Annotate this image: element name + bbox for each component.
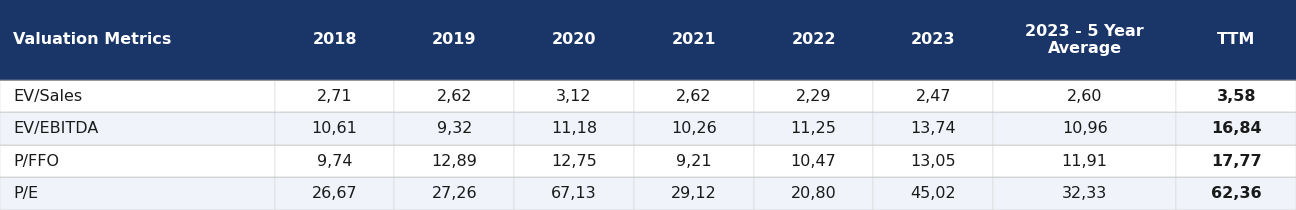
FancyBboxPatch shape <box>1177 0 1296 80</box>
FancyBboxPatch shape <box>874 80 993 112</box>
FancyBboxPatch shape <box>993 0 1177 80</box>
FancyBboxPatch shape <box>275 177 394 210</box>
FancyBboxPatch shape <box>634 145 754 177</box>
Text: 26,67: 26,67 <box>312 186 358 201</box>
Text: 3,12: 3,12 <box>556 89 592 104</box>
FancyBboxPatch shape <box>394 112 515 145</box>
Text: 67,13: 67,13 <box>551 186 597 201</box>
FancyBboxPatch shape <box>754 112 874 145</box>
Text: 2018: 2018 <box>312 32 356 47</box>
Text: 17,77: 17,77 <box>1210 154 1261 169</box>
FancyBboxPatch shape <box>874 177 993 210</box>
FancyBboxPatch shape <box>515 112 634 145</box>
Text: 20,80: 20,80 <box>791 186 836 201</box>
Text: 10,61: 10,61 <box>311 121 358 136</box>
Text: 10,96: 10,96 <box>1061 121 1108 136</box>
Text: 2,47: 2,47 <box>915 89 951 104</box>
Text: 2,71: 2,71 <box>316 89 353 104</box>
FancyBboxPatch shape <box>275 0 394 80</box>
Text: 9,21: 9,21 <box>677 154 712 169</box>
FancyBboxPatch shape <box>275 145 394 177</box>
FancyBboxPatch shape <box>515 145 634 177</box>
Text: 11,25: 11,25 <box>791 121 836 136</box>
Text: TTM: TTM <box>1217 32 1256 47</box>
FancyBboxPatch shape <box>993 145 1177 177</box>
Text: 13,05: 13,05 <box>911 154 956 169</box>
Text: 13,74: 13,74 <box>911 121 956 136</box>
Text: 16,84: 16,84 <box>1210 121 1261 136</box>
FancyBboxPatch shape <box>394 177 515 210</box>
Text: 45,02: 45,02 <box>911 186 956 201</box>
FancyBboxPatch shape <box>634 112 754 145</box>
Text: 2019: 2019 <box>432 32 477 47</box>
Text: P/E: P/E <box>13 186 38 201</box>
Text: 2,62: 2,62 <box>677 89 712 104</box>
FancyBboxPatch shape <box>1177 112 1296 145</box>
FancyBboxPatch shape <box>993 177 1177 210</box>
FancyBboxPatch shape <box>0 0 275 80</box>
FancyBboxPatch shape <box>1177 145 1296 177</box>
Text: 10,47: 10,47 <box>791 154 836 169</box>
FancyBboxPatch shape <box>634 0 754 80</box>
FancyBboxPatch shape <box>754 145 874 177</box>
FancyBboxPatch shape <box>515 80 634 112</box>
Text: P/FFO: P/FFO <box>13 154 58 169</box>
Text: 11,91: 11,91 <box>1061 154 1108 169</box>
FancyBboxPatch shape <box>1177 80 1296 112</box>
FancyBboxPatch shape <box>754 0 874 80</box>
Text: EV/EBITDA: EV/EBITDA <box>13 121 98 136</box>
FancyBboxPatch shape <box>275 80 394 112</box>
Text: 2023: 2023 <box>911 32 955 47</box>
Text: 27,26: 27,26 <box>432 186 477 201</box>
FancyBboxPatch shape <box>754 177 874 210</box>
Text: 12,75: 12,75 <box>551 154 597 169</box>
FancyBboxPatch shape <box>874 112 993 145</box>
FancyBboxPatch shape <box>874 145 993 177</box>
Text: 2,60: 2,60 <box>1067 89 1103 104</box>
FancyBboxPatch shape <box>634 80 754 112</box>
FancyBboxPatch shape <box>874 0 993 80</box>
FancyBboxPatch shape <box>0 145 275 177</box>
FancyBboxPatch shape <box>0 80 275 112</box>
Text: Valuation Metrics: Valuation Metrics <box>13 32 171 47</box>
Text: EV/Sales: EV/Sales <box>13 89 82 104</box>
FancyBboxPatch shape <box>0 112 275 145</box>
Text: 2022: 2022 <box>792 32 836 47</box>
FancyBboxPatch shape <box>394 80 515 112</box>
Text: 32,33: 32,33 <box>1061 186 1107 201</box>
FancyBboxPatch shape <box>754 80 874 112</box>
Text: 2,62: 2,62 <box>437 89 472 104</box>
FancyBboxPatch shape <box>394 0 515 80</box>
FancyBboxPatch shape <box>634 177 754 210</box>
FancyBboxPatch shape <box>275 112 394 145</box>
FancyBboxPatch shape <box>0 177 275 210</box>
Text: 2,29: 2,29 <box>796 89 831 104</box>
FancyBboxPatch shape <box>993 80 1177 112</box>
Text: 29,12: 29,12 <box>671 186 717 201</box>
FancyBboxPatch shape <box>1177 177 1296 210</box>
Text: 2020: 2020 <box>552 32 596 47</box>
Text: 10,26: 10,26 <box>671 121 717 136</box>
Text: 2021: 2021 <box>671 32 715 47</box>
FancyBboxPatch shape <box>515 177 634 210</box>
FancyBboxPatch shape <box>515 0 634 80</box>
Text: 9,32: 9,32 <box>437 121 472 136</box>
Text: 9,74: 9,74 <box>316 154 353 169</box>
FancyBboxPatch shape <box>993 112 1177 145</box>
Text: 11,18: 11,18 <box>551 121 597 136</box>
Text: 62,36: 62,36 <box>1210 186 1261 201</box>
Text: 12,89: 12,89 <box>432 154 477 169</box>
Text: 3,58: 3,58 <box>1217 89 1256 104</box>
Text: 2023 - 5 Year
Average: 2023 - 5 Year Average <box>1025 24 1144 56</box>
FancyBboxPatch shape <box>394 145 515 177</box>
